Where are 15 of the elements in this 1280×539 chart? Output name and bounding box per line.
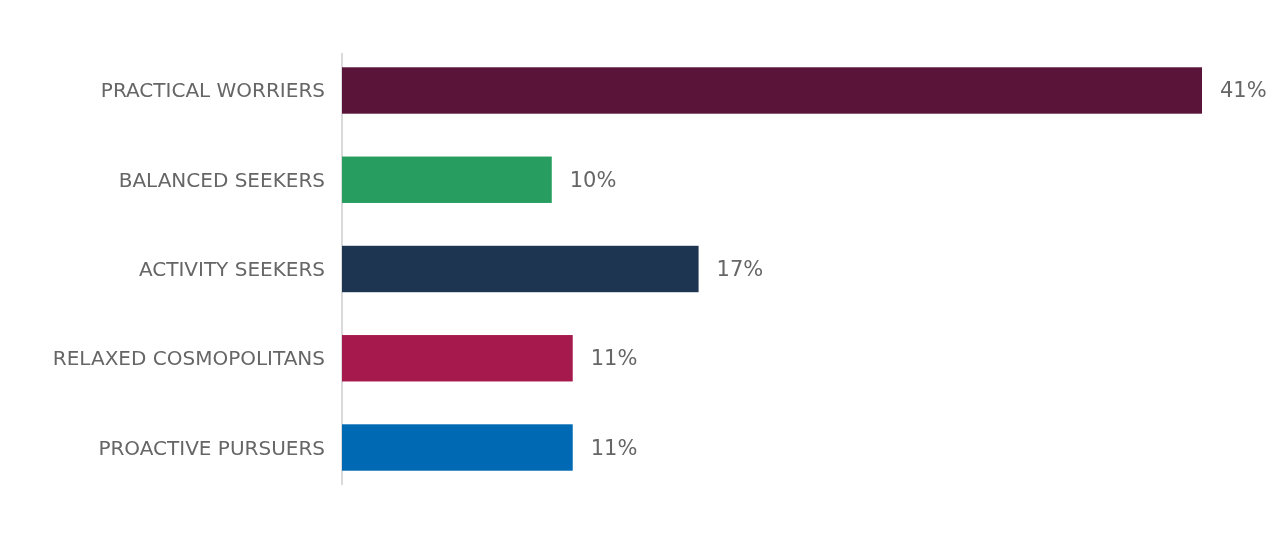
y-tick-label: PRACTICAL WORRIERS [100,78,325,103]
data-label: 11% [590,346,638,371]
bar [342,335,573,382]
bar [342,245,699,293]
bar [342,67,1202,114]
data-label: 17% [716,257,764,281]
bar [342,424,573,471]
y-tick-label: PROACTIVE PURSUERS [98,435,325,460]
y-tick-label: RELAXED COSMOPOLITANS [52,346,325,371]
y-tick-label: ACTIVITY SEEKERS [138,257,325,281]
data-label: 10% [569,167,617,192]
y-tick-label: BALANCED SEEKERS [118,167,325,192]
data-label: 41% [1220,78,1267,103]
data-label: 11% [590,435,638,460]
bar [342,156,552,203]
